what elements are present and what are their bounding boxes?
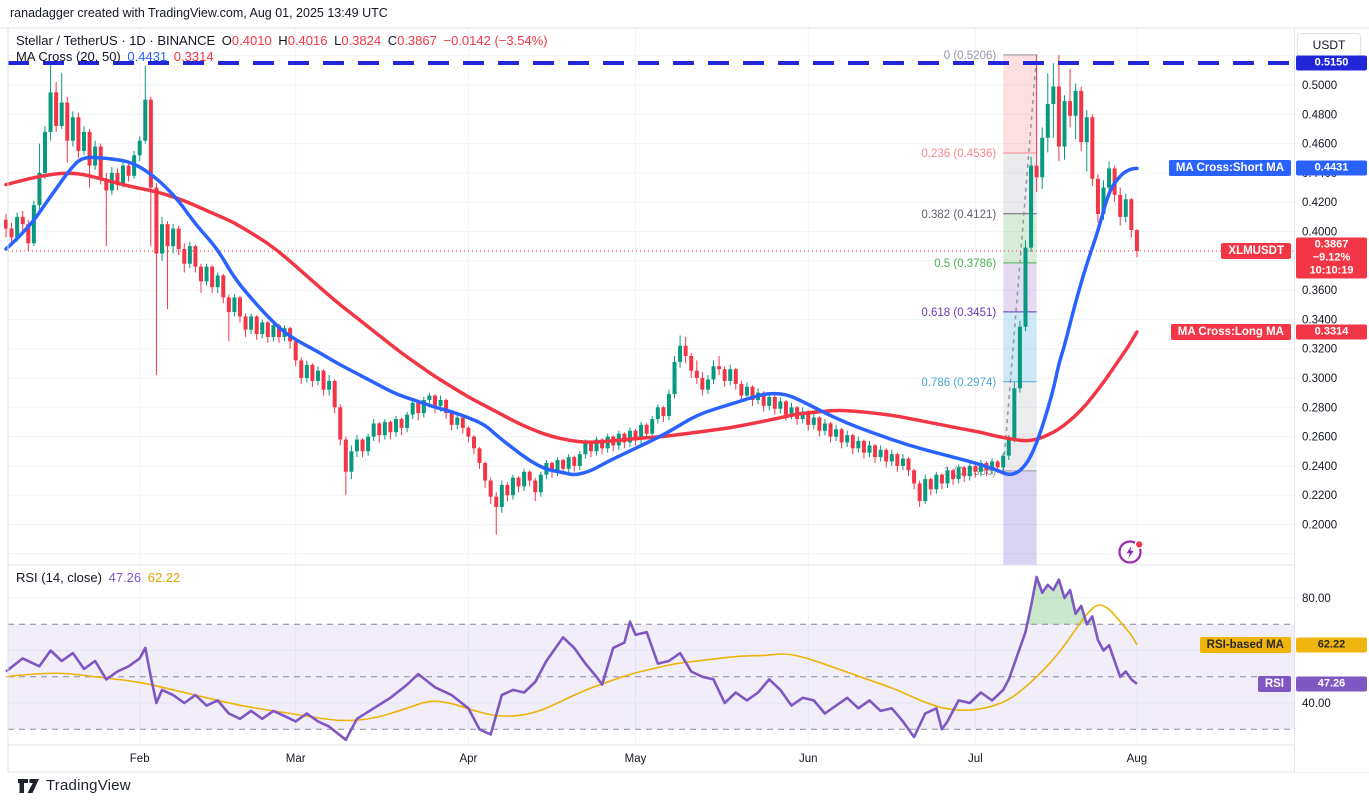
time-tick-label[interactable]: Jul bbox=[968, 753, 983, 765]
rsi-ma-value: 62.22 bbox=[147, 570, 181, 585]
symbol-price-box: 0.3867 −9.12% 10:10:19 bbox=[1296, 237, 1367, 279]
alert-dot bbox=[1136, 541, 1143, 548]
price-tick-label: 0.2200 bbox=[1302, 490, 1337, 502]
open-letter: O bbox=[221, 33, 232, 48]
low-letter: L bbox=[334, 33, 342, 48]
price-tick-label: 0.2400 bbox=[1302, 461, 1337, 473]
fib-retracement-drawing[interactable]: 0 (0.5206) 0.236 (0.4536) 0.382 (0.4121) 0.… bbox=[921, 50, 1038, 565]
price-tick-label: 0.4200 bbox=[1302, 197, 1337, 209]
watermark-caption: ranadagger created with TradingView.com,… bbox=[10, 6, 388, 20]
high-letter: H bbox=[278, 33, 288, 48]
fib-level-label: 0.618 (0.3451) bbox=[921, 307, 996, 319]
price-tick-label: 0.3600 bbox=[1302, 285, 1337, 297]
rsi-value-box: 47.26 bbox=[1296, 676, 1367, 692]
tradingview-logo-text: TradingView bbox=[46, 777, 131, 794]
price-tick-label: 0.4800 bbox=[1302, 109, 1337, 121]
rsi-tick-label: 40.00 bbox=[1302, 698, 1331, 710]
close-letter: C bbox=[387, 33, 398, 48]
rsi-pane bbox=[5, 575, 1294, 742]
low-value: 0.3824 bbox=[341, 33, 382, 48]
ma-long-price-box: 0.3314 bbox=[1296, 324, 1367, 340]
price-tick-label: 0.3400 bbox=[1302, 314, 1337, 326]
ma-short-value: 0.4431 bbox=[127, 49, 168, 64]
price-tick-label: 0.2600 bbox=[1302, 432, 1337, 444]
rsi-ma-line[interactable] bbox=[5, 604, 1138, 722]
time-tick-label[interactable]: Feb bbox=[130, 753, 150, 765]
price-tick-label: 0.4600 bbox=[1302, 139, 1337, 151]
price-tick-label: 0.4000 bbox=[1302, 227, 1337, 239]
ma-cross-title: MA Cross (20, 50) bbox=[16, 49, 121, 64]
rsi-tick-label: 80.00 bbox=[1302, 593, 1331, 605]
ma-line[interactable] bbox=[4, 171, 1139, 444]
time-tick-label[interactable]: Apr bbox=[459, 753, 477, 765]
rsi-title: RSI (14, close) bbox=[16, 570, 102, 585]
price-tick-label: 0.3200 bbox=[1302, 344, 1337, 356]
fib-level-label: 0.382 (0.4121) bbox=[921, 209, 996, 221]
price-tick-label: 0.5000 bbox=[1302, 80, 1337, 92]
price-tick-label: 0.2800 bbox=[1302, 402, 1337, 414]
time-tick-label[interactable]: Jun bbox=[799, 753, 818, 765]
high-value: 0.4016 bbox=[287, 33, 328, 48]
symbol-price-tag: XLMUSDT bbox=[1221, 242, 1291, 259]
price-tick-label: 0.3000 bbox=[1302, 373, 1337, 385]
tradingview-logo-icon bbox=[18, 778, 39, 793]
rsi-ma-value-box: 62.22 bbox=[1296, 637, 1367, 653]
time-tick-label[interactable]: May bbox=[625, 753, 647, 765]
time-tick-label[interactable]: Aug bbox=[1127, 753, 1147, 765]
currency-toggle-button[interactable]: USDT bbox=[1297, 33, 1361, 57]
ma-line[interactable] bbox=[4, 155, 1139, 477]
rsi-legend[interactable]: RSI (14, close) 47.26 62.22 bbox=[16, 570, 183, 585]
ma-short-tag: MA Cross:Short MA bbox=[1168, 160, 1291, 177]
ma-long-value: 0.3314 bbox=[173, 49, 214, 64]
tradingview-logo[interactable]: TradingView bbox=[18, 777, 131, 794]
time-tick-label[interactable]: Mar bbox=[286, 753, 306, 765]
lightning-alert-icon[interactable] bbox=[1116, 537, 1146, 567]
change-value: −0.0142 (−3.54%) bbox=[443, 33, 548, 48]
rsi-tag: RSI bbox=[1257, 675, 1291, 692]
close-value: 0.3867 bbox=[397, 33, 437, 48]
price-tick-label: 0.2000 bbox=[1302, 520, 1337, 532]
fib-level-label: 0 (0.5206) bbox=[944, 50, 997, 62]
fib-level-label: 0.5 (0.3786) bbox=[934, 258, 996, 270]
symbol-legend[interactable]: Stellar / TetherUS · 1D · BINANCE O0.401… bbox=[16, 33, 551, 48]
dashed-line-price-box: 0.5150 bbox=[1296, 55, 1367, 71]
fib-level-label: 0.786 (0.2974) bbox=[921, 377, 996, 389]
rsi-line[interactable] bbox=[5, 575, 1138, 742]
rsi-value: 47.26 bbox=[108, 570, 142, 585]
ma-long-tag: MA Cross:Long MA bbox=[1170, 323, 1291, 340]
rsi-ma-tag: RSI-based MA bbox=[1199, 636, 1291, 653]
ma-cross-legend[interactable]: MA Cross (20, 50) 0.4431 0.3314 bbox=[16, 49, 217, 64]
open-value: 0.4010 bbox=[231, 33, 272, 48]
ma-short-price-box: 0.4431 bbox=[1296, 160, 1367, 176]
fib-level-label: 0.236 (0.4536) bbox=[921, 148, 996, 160]
symbol-title: Stellar / TetherUS · 1D · BINANCE bbox=[16, 33, 216, 48]
